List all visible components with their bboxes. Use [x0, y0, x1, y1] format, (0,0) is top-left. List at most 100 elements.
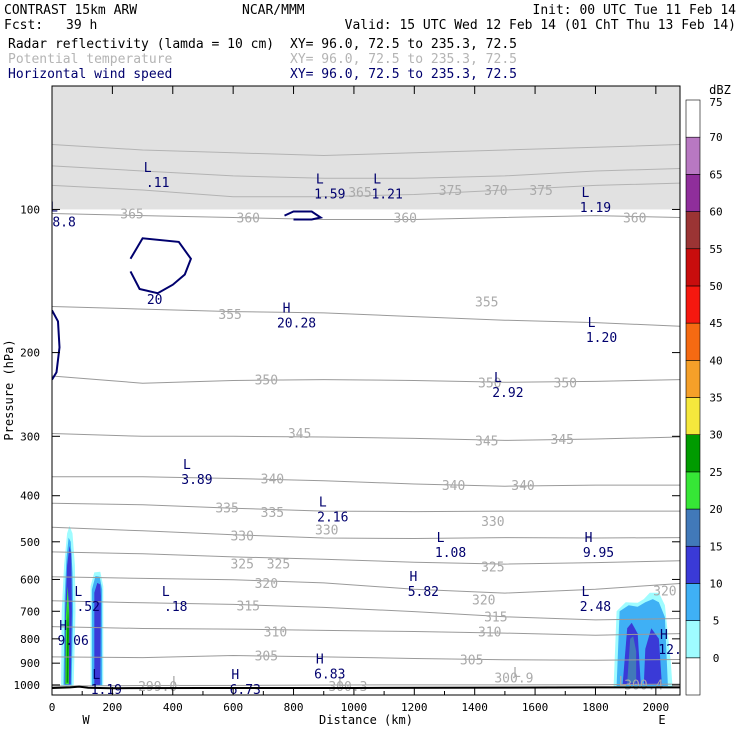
theta-isentrope [52, 502, 680, 513]
theta-isentrope [52, 600, 680, 621]
reflectivity-cell [94, 582, 101, 685]
colorbar-level-label: 15 [709, 540, 722, 553]
theta-contour-label: 350 [554, 376, 577, 391]
wind-extremum-letter: L [144, 161, 152, 176]
colorbar-box [685, 657, 701, 696]
wind-extremum-letter: H [316, 653, 324, 668]
colorbar-box [685, 211, 701, 250]
colorbar-level-label: 20 [709, 503, 722, 516]
y-tick-label: 200 [20, 347, 40, 360]
colorbar-level-label: 25 [709, 466, 722, 479]
wind-extremum-letter: L [582, 186, 590, 201]
theta-contour-label: 310 [478, 625, 501, 640]
colorbar-box [685, 136, 701, 175]
theta-contour-label: 305 [255, 649, 278, 664]
valid-time: Valid: 15 UTC Wed 12 Feb 14 (01 ChT Thu … [345, 18, 736, 33]
field-name-reflectivity: Radar reflectivity (lamda = 10 cm) [8, 37, 274, 52]
wind-extremum-value: 6.73 [230, 683, 261, 698]
theta-contour-label: 300.4 [624, 679, 663, 694]
wind-extremum-letter: L [74, 585, 82, 600]
wind-extremum-value: 6.83 [314, 668, 345, 683]
theta-contour-label: 355 [475, 295, 498, 310]
field-name-wind: Horizontal wind speed [8, 67, 172, 82]
field-xy-theta: XY= 96.0, 72.5 to 235.3, 72.5 [290, 52, 517, 67]
wind-extremum-value: .18 [164, 600, 187, 615]
colorbar-level-label: 10 [709, 577, 722, 590]
colorbar-box [685, 434, 701, 473]
wind-extremum-letter: H [409, 570, 417, 585]
theta-contour-layer: 365 360 360 360 365 375 370 375 355 355 350 350 350 3… [52, 86, 680, 695]
wind-extremum-value: 1.59 [314, 188, 345, 203]
init-time: Init: 00 UTC Tue 11 Feb 14 [533, 3, 737, 18]
colorbar-level-label: 40 [709, 354, 722, 367]
colorbar-box [685, 248, 701, 287]
theta-contour-label: 335 [261, 506, 284, 521]
theta-contour-label: 320 [255, 577, 278, 592]
x-axis-label: Distance (km) [319, 713, 413, 727]
axes-layer: 0 200 400 600 800 1000 1200 1400 1600 1800 2000 100… [14, 86, 680, 714]
colorbar-box [685, 620, 701, 659]
theta-isentrope [52, 213, 680, 220]
y-tick-label: 1000 [14, 679, 41, 692]
colorbar-level-label: 75 [709, 96, 722, 109]
wind-extremum-value: 8.8 [52, 216, 75, 231]
wind-extremum-letter: L [582, 585, 590, 600]
wind-extremum-value: 1.21 [371, 188, 402, 203]
wind-extremum-letter: L [494, 371, 502, 386]
colorbar-level-label: 65 [709, 168, 722, 181]
theta-isentrope [52, 576, 680, 594]
wind-speed-contour [129, 237, 193, 295]
x-tick-label: 800 [284, 701, 304, 714]
theta-contour-label: 365 [120, 208, 143, 223]
field-xy-wind: XY= 96.0, 72.5 to 235.3, 72.5 [290, 67, 517, 82]
wind-extremum-value: .52 [76, 600, 99, 615]
wind-extremum-letter: L [316, 173, 324, 188]
wind-extremum-letter: L [183, 458, 191, 473]
colorbar-box [685, 397, 701, 435]
colorbar-level-label: 60 [709, 206, 722, 219]
theta-contour-label: 340 [511, 479, 534, 494]
wind-extremum-value: 5.82 [408, 585, 439, 600]
wind-speed-contour [284, 210, 324, 221]
y-tick-label: 900 [20, 657, 40, 670]
theta-contour-label: 360 [394, 212, 417, 227]
theta-contour-label: 345 [475, 434, 498, 449]
x-tick-label: 1800 [582, 701, 609, 714]
theta-contour-label: 325 [230, 558, 253, 573]
reflectivity-cell [66, 605, 69, 683]
colorbar-box [685, 285, 701, 324]
wind-extremum-value: 2.16 [317, 511, 348, 526]
terrain-line [52, 685, 680, 690]
x-tick-label: 600 [223, 701, 243, 714]
forecast-label: Fcst: [4, 18, 43, 33]
theta-isentrope [52, 626, 680, 636]
wind-extremum-value: 9.06 [57, 634, 88, 649]
theta-contour-label: 310 [264, 625, 287, 640]
theta-isentrope [52, 433, 680, 441]
colorbar-level-label: 0 [713, 652, 720, 665]
theta-contour-label: 365 [348, 186, 371, 201]
theta-isentrope [52, 476, 680, 487]
y-axis-label: Pressure (hPa) [2, 339, 16, 440]
theta-contour-label: L [172, 675, 180, 690]
forecast-hour: 39 h [66, 18, 97, 33]
theta-contour-label: 345 [288, 427, 311, 442]
colorbar-level-label: 45 [709, 317, 722, 330]
colorbar-level-label: 5 [713, 615, 720, 628]
theta-contour-label: 335 [215, 501, 238, 516]
theta-contour-label: 325 [481, 560, 504, 575]
colorbar-box [685, 322, 701, 361]
theta-contour-label: 350 [255, 374, 278, 389]
reflectivity-cell [643, 628, 662, 685]
wind-extremum-letter: L [373, 173, 381, 188]
theta-contour-label: 375 [439, 184, 462, 199]
y-tick-label: 300 [20, 430, 40, 443]
wind-extremum-letter: H [660, 628, 668, 643]
plot-area: 365 360 360 360 365 375 370 375 355 355 350 350 350 3… [51, 85, 681, 698]
wind-extremum-value: 20.28 [277, 317, 316, 332]
colorbar-level-label: 70 [709, 131, 722, 144]
x-tick-label: 1400 [461, 701, 488, 714]
theta-contour-label: 325 [267, 558, 290, 573]
wind-extremum-letter: L [162, 585, 170, 600]
